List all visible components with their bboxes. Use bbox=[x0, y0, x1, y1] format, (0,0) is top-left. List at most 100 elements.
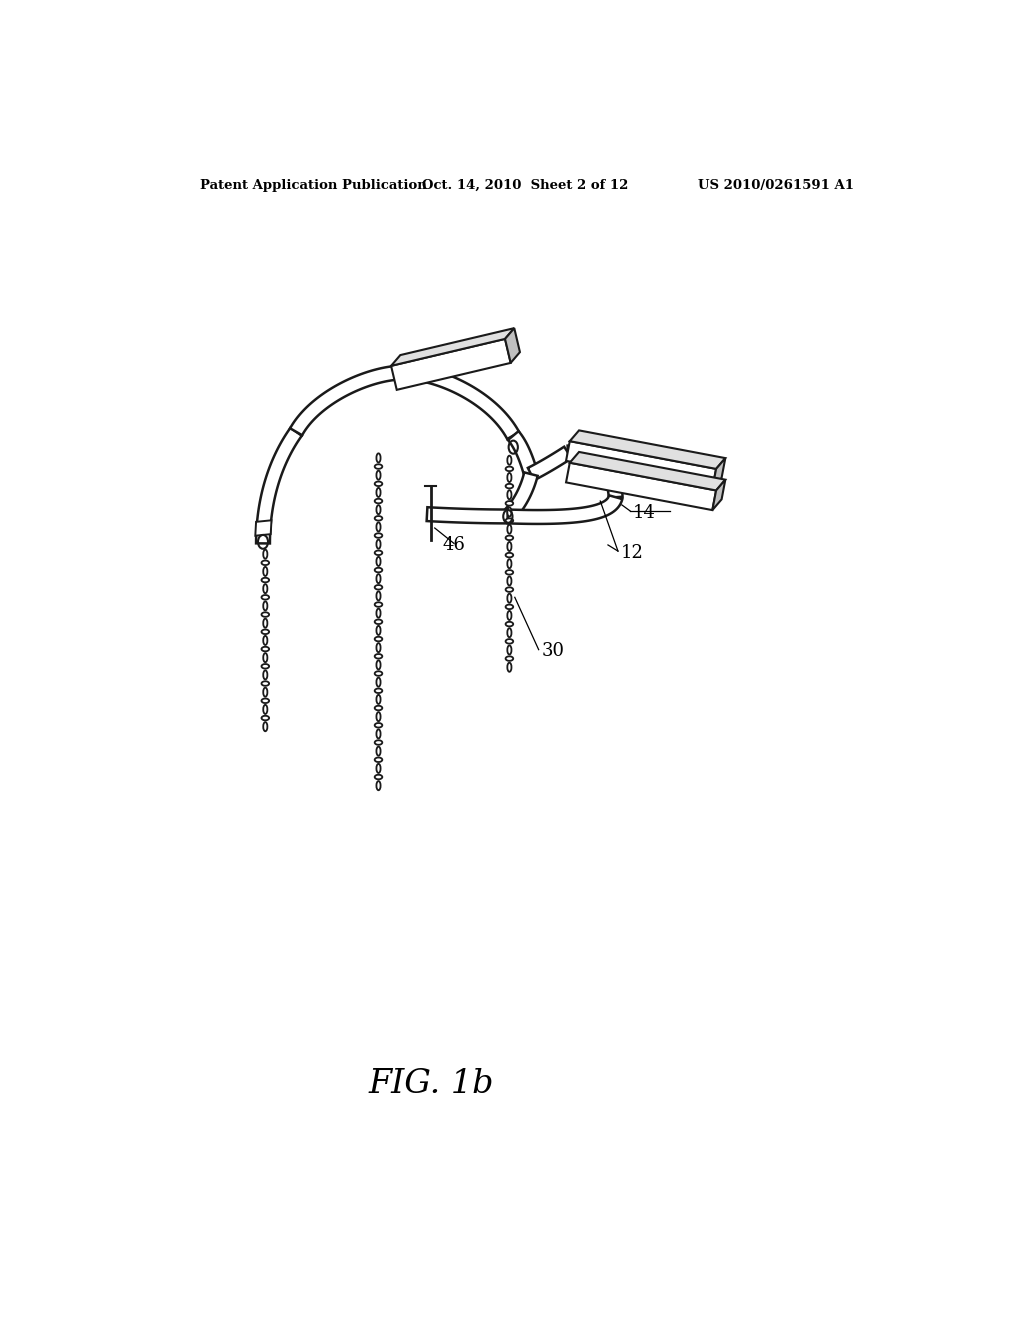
Ellipse shape bbox=[375, 653, 382, 659]
Ellipse shape bbox=[263, 549, 267, 558]
Polygon shape bbox=[713, 458, 725, 488]
Ellipse shape bbox=[507, 560, 511, 569]
Ellipse shape bbox=[377, 506, 381, 515]
Ellipse shape bbox=[261, 561, 269, 565]
Ellipse shape bbox=[507, 645, 511, 655]
Polygon shape bbox=[508, 432, 538, 477]
Ellipse shape bbox=[375, 741, 382, 744]
Ellipse shape bbox=[377, 471, 381, 479]
Ellipse shape bbox=[375, 465, 382, 469]
Ellipse shape bbox=[377, 488, 381, 498]
Ellipse shape bbox=[377, 747, 381, 756]
Ellipse shape bbox=[261, 595, 269, 599]
Text: Oct. 14, 2010  Sheet 2 of 12: Oct. 14, 2010 Sheet 2 of 12 bbox=[422, 178, 628, 191]
Polygon shape bbox=[391, 339, 511, 389]
Ellipse shape bbox=[507, 524, 511, 533]
Ellipse shape bbox=[506, 536, 513, 540]
Ellipse shape bbox=[506, 656, 513, 661]
Ellipse shape bbox=[507, 594, 511, 603]
Ellipse shape bbox=[375, 550, 382, 554]
Ellipse shape bbox=[507, 663, 511, 672]
Text: US 2010/0261591 A1: US 2010/0261591 A1 bbox=[698, 178, 854, 191]
Ellipse shape bbox=[263, 688, 267, 697]
Ellipse shape bbox=[506, 622, 513, 627]
Ellipse shape bbox=[377, 730, 381, 738]
Ellipse shape bbox=[263, 722, 267, 731]
Polygon shape bbox=[569, 430, 725, 469]
Ellipse shape bbox=[263, 671, 267, 680]
Ellipse shape bbox=[375, 758, 382, 762]
Ellipse shape bbox=[375, 499, 382, 503]
Ellipse shape bbox=[507, 628, 511, 638]
Ellipse shape bbox=[506, 639, 513, 644]
Ellipse shape bbox=[377, 540, 381, 549]
Ellipse shape bbox=[263, 705, 267, 714]
Polygon shape bbox=[566, 463, 716, 510]
Ellipse shape bbox=[377, 711, 381, 721]
Ellipse shape bbox=[261, 681, 269, 686]
Ellipse shape bbox=[506, 502, 513, 506]
Ellipse shape bbox=[263, 566, 267, 576]
Ellipse shape bbox=[375, 775, 382, 779]
Ellipse shape bbox=[377, 660, 381, 669]
Ellipse shape bbox=[261, 578, 269, 582]
Ellipse shape bbox=[375, 516, 382, 520]
Ellipse shape bbox=[261, 698, 269, 704]
Text: 46: 46 bbox=[442, 536, 465, 554]
Ellipse shape bbox=[506, 553, 513, 557]
Ellipse shape bbox=[263, 619, 267, 628]
Ellipse shape bbox=[506, 570, 513, 574]
Ellipse shape bbox=[375, 602, 382, 607]
Ellipse shape bbox=[375, 706, 382, 710]
Polygon shape bbox=[391, 329, 514, 366]
Ellipse shape bbox=[263, 653, 267, 663]
Text: FIG. 1b: FIG. 1b bbox=[368, 1068, 494, 1100]
Polygon shape bbox=[255, 520, 271, 536]
Ellipse shape bbox=[377, 591, 381, 601]
Ellipse shape bbox=[507, 543, 511, 550]
Polygon shape bbox=[566, 441, 716, 488]
Ellipse shape bbox=[261, 630, 269, 634]
Ellipse shape bbox=[377, 694, 381, 704]
Ellipse shape bbox=[377, 523, 381, 532]
Ellipse shape bbox=[506, 519, 513, 523]
Polygon shape bbox=[427, 507, 508, 523]
Ellipse shape bbox=[377, 781, 381, 791]
Ellipse shape bbox=[261, 664, 269, 668]
Ellipse shape bbox=[375, 636, 382, 642]
Ellipse shape bbox=[375, 585, 382, 590]
Polygon shape bbox=[256, 428, 302, 544]
Polygon shape bbox=[569, 451, 725, 491]
Polygon shape bbox=[290, 366, 519, 440]
Ellipse shape bbox=[506, 587, 513, 591]
Ellipse shape bbox=[377, 643, 381, 652]
Polygon shape bbox=[527, 446, 571, 480]
Polygon shape bbox=[503, 473, 538, 521]
Ellipse shape bbox=[507, 455, 511, 465]
Ellipse shape bbox=[375, 619, 382, 624]
Ellipse shape bbox=[263, 583, 267, 593]
Ellipse shape bbox=[261, 647, 269, 651]
Ellipse shape bbox=[263, 602, 267, 611]
Ellipse shape bbox=[507, 611, 511, 620]
Ellipse shape bbox=[377, 557, 381, 566]
Ellipse shape bbox=[506, 466, 513, 471]
Text: 14: 14 bbox=[633, 504, 655, 521]
Ellipse shape bbox=[377, 574, 381, 583]
Ellipse shape bbox=[377, 609, 381, 618]
Ellipse shape bbox=[263, 636, 267, 645]
Ellipse shape bbox=[375, 689, 382, 693]
Ellipse shape bbox=[375, 568, 382, 573]
Ellipse shape bbox=[375, 533, 382, 537]
Ellipse shape bbox=[506, 605, 513, 609]
Ellipse shape bbox=[507, 490, 511, 499]
Polygon shape bbox=[505, 329, 520, 363]
Ellipse shape bbox=[261, 715, 269, 721]
Ellipse shape bbox=[377, 453, 381, 462]
Ellipse shape bbox=[377, 626, 381, 635]
Polygon shape bbox=[508, 495, 623, 524]
Ellipse shape bbox=[375, 672, 382, 676]
Text: Patent Application Publication: Patent Application Publication bbox=[200, 178, 427, 191]
Ellipse shape bbox=[507, 577, 511, 586]
Text: 12: 12 bbox=[621, 544, 643, 561]
